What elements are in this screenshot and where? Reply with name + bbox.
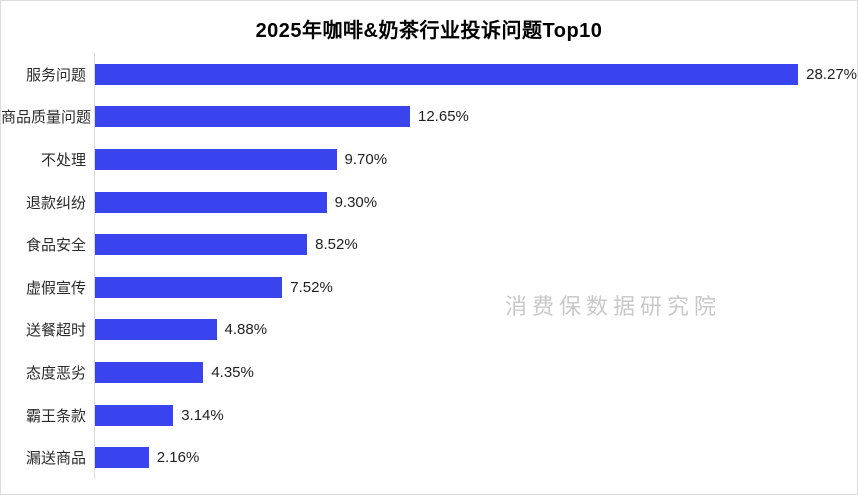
chart-row: 霸王条款 3.14% — [1, 393, 857, 437]
category-label: 商品质量问题 — [1, 109, 92, 127]
value-label: 4.88% — [224, 321, 268, 339]
bar-track: 2.16% — [94, 436, 857, 479]
value-label: 2.16% — [156, 449, 200, 467]
category-label: 服务问题 — [25, 66, 86, 84]
bar[interactable] — [95, 404, 174, 426]
chart-title: 2025年咖啡&奶茶行业投诉问题Top10 — [255, 20, 603, 42]
category-label: 食品安全 — [25, 237, 86, 255]
bar[interactable] — [95, 234, 308, 256]
category-label: 不处理 — [40, 151, 86, 169]
chart-row: 送餐超时 4.88% — [1, 308, 857, 352]
bar-track: 9.30% — [94, 180, 857, 224]
bar[interactable] — [95, 447, 149, 469]
category-label: 退款纠纷 — [25, 194, 86, 212]
value-label: 7.52% — [290, 278, 333, 296]
bar-track: 28.27% — [94, 53, 857, 96]
value-label: 9.30% — [334, 193, 378, 211]
bar[interactable] — [95, 361, 204, 383]
bar[interactable] — [95, 148, 337, 170]
category-label: 漏送商品 — [25, 450, 86, 468]
bar-track: 4.88% — [94, 308, 857, 352]
chart-row: 食品安全 8.52% — [1, 223, 857, 266]
value-label: 28.27% — [806, 65, 857, 83]
chart-row: 商品质量问题 12.65% — [1, 95, 857, 139]
bar-track: 8.52% — [94, 223, 857, 266]
value-label: 12.65% — [418, 108, 469, 126]
value-label: 8.52% — [315, 236, 358, 254]
bar[interactable] — [95, 276, 283, 298]
value-label: 4.35% — [211, 363, 254, 381]
bar[interactable] — [95, 319, 217, 341]
category-label: 虚假宣传 — [25, 279, 86, 297]
bar-track: 12.65% — [94, 95, 857, 139]
bar-track: 7.52% — [94, 265, 857, 309]
category-label: 送餐超时 — [25, 322, 86, 340]
bar-track: 9.70% — [94, 138, 857, 181]
chart-row: 态度恶劣 4.35% — [1, 351, 857, 394]
bar-chart-plot-area: 服务问题 28.27% 商品质量问题 12.65% 不处理 9.70% 退款纠纷… — [1, 53, 857, 479]
chart-row: 退款纠纷 9.30% — [1, 180, 857, 224]
bar[interactable] — [95, 106, 410, 128]
bar-track: 3.14% — [94, 393, 857, 437]
bar-track: 4.35% — [94, 351, 857, 394]
chart-row: 虚假宣传 7.52% — [1, 265, 857, 309]
category-label: 霸王条款 — [25, 407, 86, 425]
chart-row: 不处理 9.70% — [1, 138, 857, 181]
bar[interactable] — [95, 63, 799, 85]
value-label: 3.14% — [181, 406, 224, 424]
chart-row: 服务问题 28.27% — [1, 53, 857, 96]
bar[interactable] — [95, 191, 327, 213]
category-label: 态度恶劣 — [25, 364, 86, 382]
chart-row: 漏送商品 2.16% — [1, 436, 857, 479]
value-label: 9.70% — [344, 150, 388, 168]
